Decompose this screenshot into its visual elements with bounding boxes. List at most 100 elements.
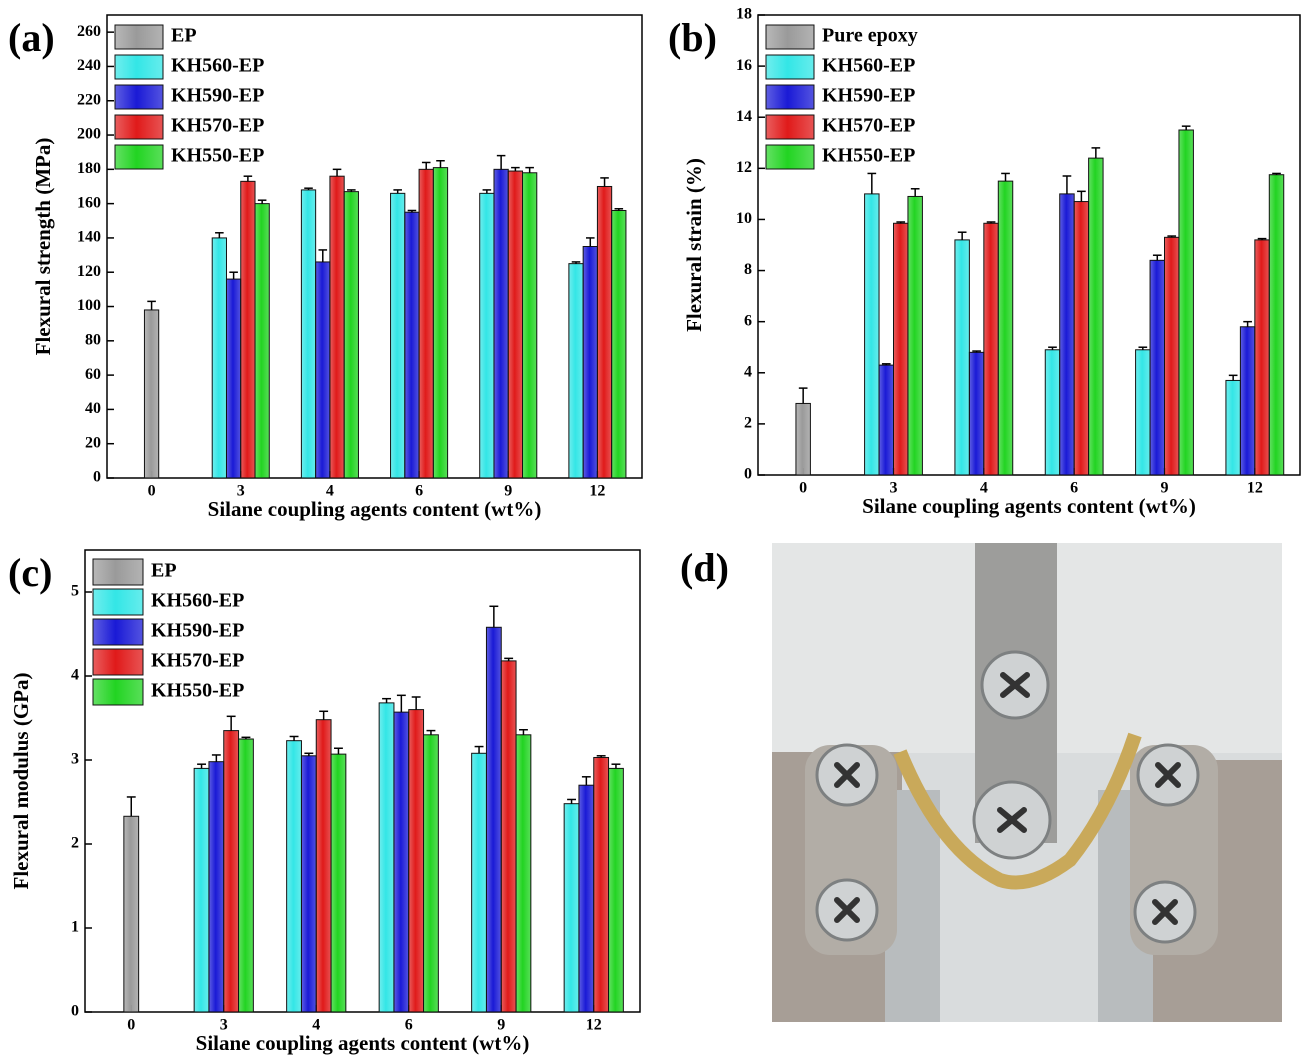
bar [593,756,610,1013]
error-bar [226,715,236,731]
legend-label: KH590-EP [151,620,244,642]
x-tick-label: 4 [980,480,988,497]
y-tick-label: 2 [71,835,79,852]
bar [522,172,538,479]
bar [315,719,332,1013]
error-bar [396,694,406,713]
bar [300,189,317,479]
error-bar [1181,125,1191,130]
bar [211,237,227,479]
error-bar [972,350,981,353]
bar [343,191,359,479]
bar [582,246,598,479]
error-bar [957,231,967,240]
bar [193,767,210,1013]
error-bar [571,261,581,264]
bar [493,168,509,479]
error-bar [496,154,506,170]
bar [507,170,524,479]
error-bar [332,168,342,177]
legend-label: KH550-EP [151,680,244,702]
bar [997,180,1014,476]
legend-swatch [765,24,815,50]
y-tick-label: 1 [71,919,79,936]
error-bar [426,729,436,735]
bar [864,193,880,476]
bar [515,734,532,1013]
y-tick-label: 4 [744,363,752,380]
bar [471,752,487,1013]
error-bar [1243,320,1252,327]
x-tick-label: 6 [405,1017,413,1034]
error-bar [881,363,891,366]
legend-swatch [92,618,144,646]
error-bar [347,189,356,192]
error-bar [1001,172,1010,182]
bar [1149,259,1165,476]
x-tick-label: 12 [1247,480,1263,497]
legend-swatch [114,114,164,140]
y-tick-label: 80 [85,331,101,348]
y-tick-label: 240 [77,57,101,74]
bar [1135,349,1151,476]
panel-label: (c) [8,550,52,595]
y-tick-label: 18 [736,6,752,23]
error-bar [910,188,920,197]
bar [393,711,410,1013]
error-bar [289,735,299,741]
error-bar [318,249,328,262]
y-tick-label: 12 [736,159,752,176]
bar [479,192,495,479]
error-bar [334,747,343,755]
bar [315,261,331,479]
legend-label: KH560-EP [171,55,264,77]
bar [1164,236,1180,476]
error-bar [489,605,499,628]
error-bar [1228,374,1238,381]
bar [1268,174,1285,476]
bar [330,753,347,1013]
bar [578,784,595,1013]
legend-swatch [92,588,144,616]
legend-label: KH590-EP [822,85,915,107]
y-tick-label: 180 [77,160,101,177]
bar [878,364,895,476]
bar [390,192,406,479]
legend-label: EP [171,25,197,47]
error-bar [525,166,534,173]
bar [378,702,395,1013]
error-bar [896,221,906,224]
x-tick-label: 4 [326,483,334,500]
error-bar [482,189,492,194]
bar [1044,349,1061,476]
bar [432,167,449,479]
x-tick-label: 12 [586,1017,602,1034]
bar [223,730,240,1013]
error-bar [519,729,528,735]
x-tick-label: 9 [1161,480,1169,497]
bar [568,263,584,479]
bar [1254,239,1270,476]
legend-swatch [765,114,815,140]
bar [1225,379,1241,476]
legend-swatch [765,84,815,110]
legend-swatch [765,144,815,170]
bar [968,351,985,476]
bar [143,309,160,479]
bar [300,755,317,1013]
bar [907,195,923,476]
legend-swatch [92,678,144,706]
y-axis-label: Flexural modulus (GPa) [9,672,33,889]
bar [240,180,256,479]
error-bar [421,161,431,170]
bar [1088,157,1104,476]
x-tick-label: 0 [799,480,807,497]
error-bar [257,199,267,204]
error-bar [241,736,251,739]
error-bar [1152,254,1162,261]
legend-label: KH570-EP [171,115,264,137]
legend-label: Pure epoxy [822,25,918,47]
error-bar [611,763,621,769]
bar [983,222,999,476]
x-tick-label: 0 [148,483,156,500]
